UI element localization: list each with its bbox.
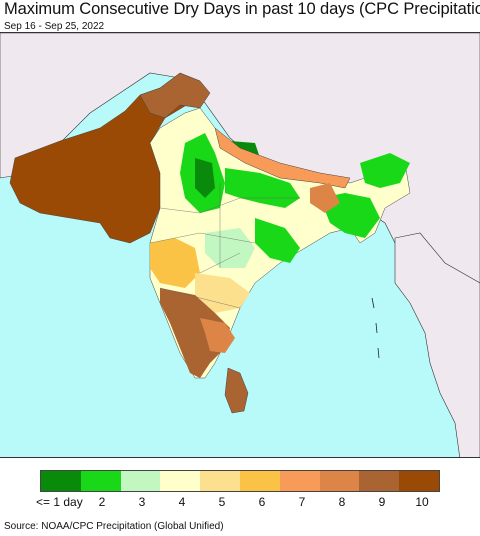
legend-swatch-6 xyxy=(239,471,280,491)
color-legend xyxy=(40,470,440,492)
region-islands xyxy=(371,297,380,359)
legend-tick-10: 10 xyxy=(415,495,429,509)
state-borders xyxy=(149,183,300,309)
region-east-orange xyxy=(310,183,340,213)
date-range: Sep 16 - Sep 25, 2022 xyxy=(4,21,105,32)
region-north-dry xyxy=(139,72,211,119)
legend-swatch-1 xyxy=(41,471,81,491)
legend-tick-2: 2 xyxy=(98,495,106,509)
legend-swatch-5 xyxy=(200,471,240,491)
legend-swatch-10 xyxy=(399,471,439,491)
legend-tick-4: 4 xyxy=(178,495,186,509)
region-darkgreen xyxy=(195,158,215,198)
land-southeast xyxy=(394,232,480,457)
region-northeast-wet xyxy=(360,153,410,188)
legend-tick-1: <= 1 day xyxy=(36,495,83,509)
region-nepal xyxy=(214,127,351,189)
region-south-dry xyxy=(160,288,230,378)
legend-tick-5: 5 xyxy=(218,495,226,509)
legend-tick-8: 8 xyxy=(338,495,346,509)
legend-swatch-2 xyxy=(80,471,121,491)
legend-swatch-4 xyxy=(160,471,201,491)
region-south-mid xyxy=(200,318,235,353)
legend-tick-9: 9 xyxy=(378,495,386,509)
legend-tick-7: 7 xyxy=(298,495,306,509)
legend-ticks: <= 1 day 2 3 4 5 6 7 8 9 10 xyxy=(36,495,440,509)
legend-swatch-8 xyxy=(319,471,360,491)
legend-tick-6: 6 xyxy=(258,495,266,509)
region-plateau-orange xyxy=(195,273,250,313)
legend-swatch-9 xyxy=(359,471,400,491)
region-lightgreen xyxy=(205,228,255,268)
legend-tick-3: 3 xyxy=(138,495,146,509)
region-west-yellow xyxy=(150,238,200,288)
region-srilanka xyxy=(224,367,249,414)
legend-swatch-7 xyxy=(279,471,320,491)
source-note: Source: NOAA/CPC Precipitation (Global U… xyxy=(4,521,224,532)
map-title: Maximum Consecutive Dry Days in past 10 … xyxy=(4,0,480,18)
dry-days-map xyxy=(0,32,480,458)
legend-swatch-3 xyxy=(120,471,161,491)
region-central-wet xyxy=(255,218,300,263)
